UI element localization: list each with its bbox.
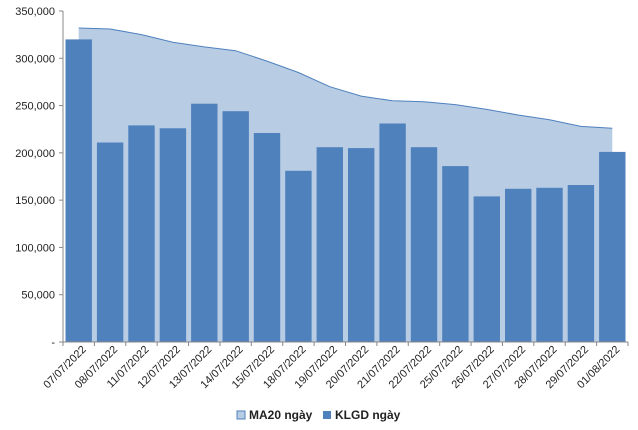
klgd-bar	[348, 148, 375, 342]
ma20-area-layer	[78, 27, 613, 342]
klgd-bar	[567, 185, 595, 342]
y-tick-label: 200,000	[15, 148, 55, 160]
y-tick-label: 100,000	[15, 242, 55, 254]
klgd-bar	[505, 188, 532, 342]
legend-swatch-ma20	[236, 410, 246, 420]
klgd-bar	[536, 187, 563, 342]
klgd-bar	[65, 39, 92, 343]
ma20-area	[78, 28, 613, 342]
klgd-bar	[285, 170, 312, 342]
klgd-bar	[379, 123, 406, 342]
y-tick-label: 350,000	[15, 6, 55, 18]
legend: MA20 ngày KLGD ngày	[236, 408, 401, 422]
klgd-bar	[599, 151, 626, 342]
klgd-bar	[316, 147, 343, 342]
legend-label-ma20: MA20 ngày	[249, 408, 313, 422]
legend-swatch-klgd	[323, 411, 331, 419]
legend-label-klgd: KLGD ngày	[335, 408, 401, 422]
klgd-bar	[128, 125, 155, 343]
ma20-line	[78, 27, 613, 129]
klgd-bar	[191, 103, 218, 342]
y-tick-labels: - 50,000 100,000 150,000 200,000 250,000 300,0…	[15, 6, 55, 349]
klgd-bar	[159, 128, 187, 342]
x-tick-labels: 07/07/202208/07/202211/07/202212/07/2022…	[41, 344, 622, 391]
y-tick-label: 50,000	[21, 290, 55, 302]
y-tick-label: 250,000	[15, 101, 55, 113]
klgd-bar	[222, 111, 249, 342]
klgd-bar	[96, 142, 124, 342]
klgd-bar	[410, 147, 438, 342]
y-tick-label: 150,000	[15, 195, 55, 207]
y-tick-label: 300,000	[15, 53, 55, 65]
klgd-bar-layer	[65, 39, 626, 343]
klgd-bar	[473, 196, 500, 342]
klgd-bar	[253, 133, 281, 342]
axes	[59, 10, 629, 346]
y-tick-label: -	[51, 337, 55, 349]
klgd-bar	[442, 166, 469, 342]
